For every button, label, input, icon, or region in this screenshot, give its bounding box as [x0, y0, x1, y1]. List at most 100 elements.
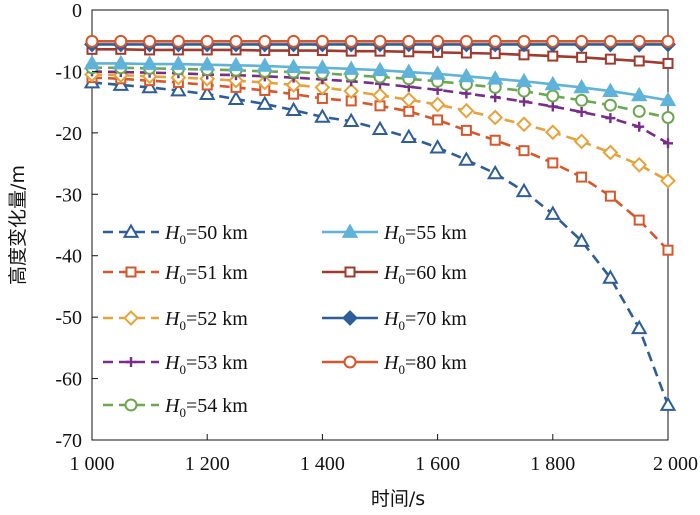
- series-50km: [83, 73, 677, 411]
- legend-marker: [122, 223, 140, 238]
- data-point: [429, 65, 446, 80]
- x-tick-label: 1 600: [415, 453, 460, 475]
- data-point: [372, 87, 388, 104]
- plot-frame: [91, 9, 669, 441]
- x-tick-label: 1 200: [185, 453, 230, 475]
- data-point: [546, 89, 560, 103]
- legend-marker: [342, 310, 358, 326]
- data-point: [603, 98, 617, 112]
- data-point: [256, 57, 274, 72]
- legend-item: H0=60 km: [322, 262, 467, 287]
- data-point: [458, 151, 475, 166]
- legend-item: H0=70 km: [322, 308, 467, 333]
- data-point: [400, 91, 417, 108]
- series-55km: [83, 54, 677, 107]
- plot-area: [91, 9, 669, 441]
- data-point: [314, 59, 331, 74]
- data-point: [432, 114, 444, 126]
- series-80km: [85, 34, 675, 48]
- legend-label: H0=60 km: [383, 262, 467, 287]
- data-point: [141, 78, 158, 94]
- data-point: [459, 34, 473, 48]
- data-point: [342, 60, 360, 75]
- axes: 0 -10 -20 -30 -40 -50 -60 -701 000 1 200 1 400 1 6…: [55, 0, 698, 475]
- legend: H0=50 km H0=51 km H0=52 km H0=53 km H0=54 km…: [103, 222, 467, 420]
- data-point: [518, 145, 530, 157]
- legend-label: H0=50 km: [164, 222, 248, 247]
- data-point: [519, 96, 529, 107]
- data-point: [661, 111, 675, 124]
- data-point: [604, 53, 616, 65]
- data-point: [660, 172, 676, 189]
- data-point: [663, 138, 673, 149]
- data-point: [573, 133, 590, 150]
- data-point: [576, 106, 587, 117]
- legend-item: H0=51 km: [103, 262, 248, 287]
- data-point: [602, 82, 619, 97]
- data-point: [632, 104, 646, 118]
- data-point: [200, 34, 214, 48]
- legend-label: H0=53 km: [164, 352, 248, 377]
- data-point: [198, 85, 216, 101]
- legend-label: H0=51 km: [164, 262, 248, 287]
- data-point: [400, 128, 418, 144]
- data-point: [285, 101, 302, 117]
- data-point: [662, 244, 674, 256]
- y-tick-label: -60: [55, 369, 82, 391]
- legend-marker: [125, 266, 137, 278]
- data-point: [544, 124, 561, 141]
- legend-marker: [126, 357, 136, 367]
- legend-marker: [124, 398, 138, 412]
- data-point: [285, 58, 302, 74]
- series-layer: [83, 34, 677, 411]
- data-point: [489, 134, 501, 146]
- y-tick-label: -10: [55, 61, 82, 83]
- legend-marker: [341, 223, 359, 238]
- data-point: [662, 57, 674, 69]
- data-point: [547, 101, 558, 112]
- data-point: [458, 102, 475, 119]
- data-point: [141, 55, 158, 70]
- data-point: [228, 72, 244, 89]
- data-point: [546, 34, 560, 48]
- data-point: [460, 124, 472, 136]
- legend-item: H0=50 km: [103, 222, 248, 247]
- legend-marker: [123, 310, 139, 326]
- legend-marker: [343, 355, 357, 369]
- data-point: [258, 34, 272, 48]
- data-point: [659, 396, 677, 411]
- legend-item: H0=53 km: [103, 352, 248, 377]
- data-point: [371, 120, 389, 136]
- legend-item: H0=55 km: [322, 222, 467, 247]
- data-point: [229, 34, 243, 48]
- x-tick-label: 1 000: [70, 453, 115, 475]
- data-point: [576, 51, 588, 63]
- data-point: [227, 90, 245, 105]
- y-tick-label: -20: [55, 123, 82, 145]
- data-point: [632, 34, 646, 48]
- data-point: [170, 81, 187, 97]
- legend-label: H0=70 km: [383, 308, 467, 333]
- data-point: [544, 75, 562, 91]
- x-axis-label: 时间/s: [371, 488, 425, 510]
- y-tick-label: 0: [72, 0, 82, 22]
- data-point: [603, 34, 617, 48]
- data-point: [517, 34, 531, 48]
- data-point: [342, 112, 360, 128]
- legend-item: H0=54 km: [103, 395, 248, 420]
- legend-marker: [344, 266, 356, 278]
- legend-label: H0=55 km: [383, 222, 467, 247]
- data-point: [344, 34, 358, 48]
- data-point: [633, 214, 645, 226]
- y-axis-label: 高度变化量/m: [7, 165, 29, 285]
- data-point: [83, 54, 101, 70]
- data-point: [630, 86, 648, 102]
- data-point: [458, 67, 475, 83]
- data-point: [256, 95, 274, 110]
- data-point: [605, 113, 616, 124]
- data-point: [287, 34, 301, 48]
- data-point: [516, 116, 532, 133]
- data-point: [630, 319, 648, 335]
- data-point: [315, 34, 329, 48]
